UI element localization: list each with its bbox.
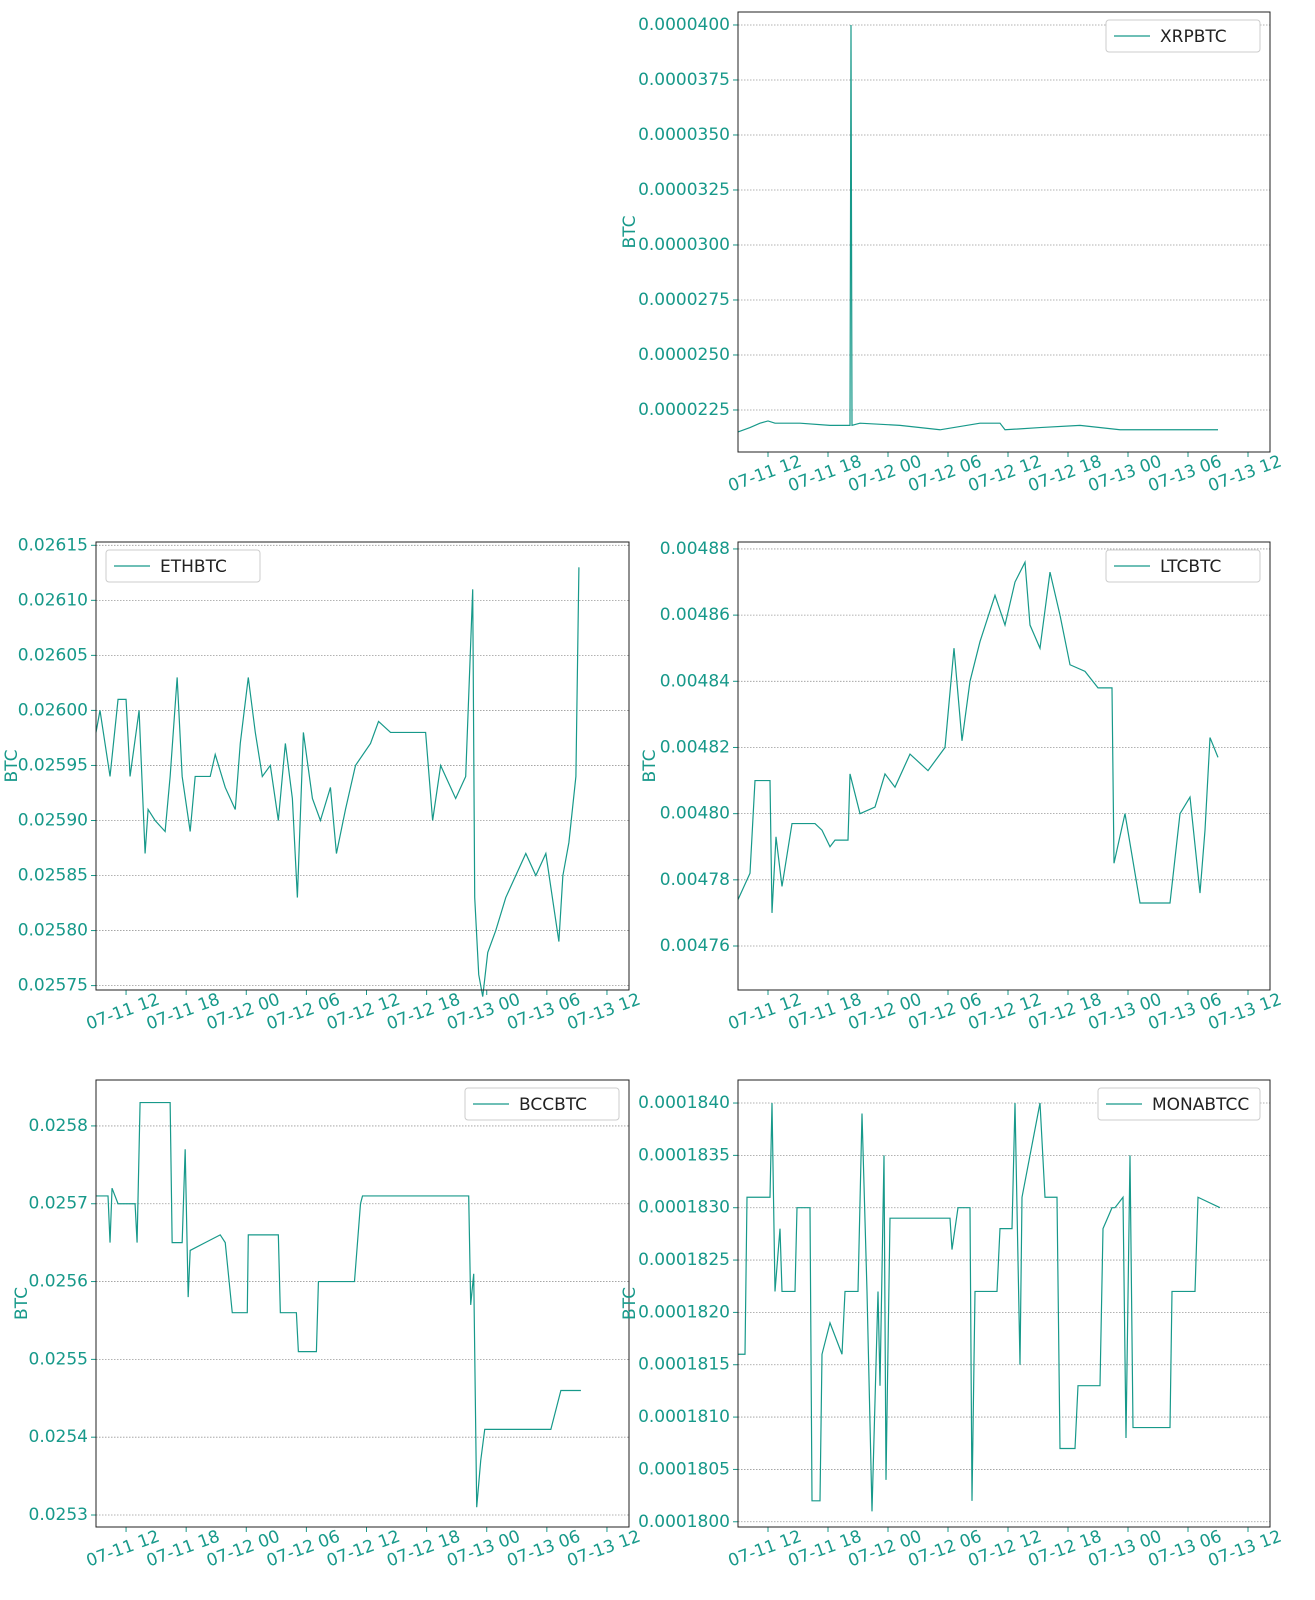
y-tick-label: 0.02585: [18, 866, 88, 886]
axes-frame: [737, 541, 1271, 991]
y-tick-label: 0.0000350: [638, 125, 730, 145]
legend-label: BCCBTC: [519, 1095, 587, 1115]
y-tick-label: 0.0000325: [638, 180, 730, 200]
y-tick-label: 0.0001830: [638, 1198, 730, 1218]
axes-frame: [737, 11, 1271, 453]
y-tick-label: 0.0001840: [638, 1093, 730, 1113]
y-tick-label: 0.0001800: [638, 1512, 730, 1532]
data-line: [96, 1101, 581, 1508]
y-tick-label: 0.0001820: [638, 1302, 730, 1322]
y-tick-label: 0.0255: [29, 1349, 88, 1369]
legend-label: LTCBTC: [1160, 557, 1221, 577]
y-tick-label: 0.0258: [29, 1116, 88, 1136]
legend-box: [1105, 19, 1261, 53]
data-line: [738, 1102, 1221, 1512]
y-axis-title: BTC: [640, 750, 660, 783]
y-tick-label: 0.00486: [660, 605, 730, 625]
legend-label: ETHBTC: [160, 557, 227, 577]
y-tick-label: 0.00478: [660, 870, 730, 890]
y-tick-label: 0.02605: [18, 645, 88, 665]
y-tick-label: 0.0001835: [638, 1145, 730, 1165]
data-line: [95, 567, 580, 997]
y-tick-label: 0.00484: [660, 671, 730, 691]
y-tick-label: 0.00480: [660, 804, 730, 824]
y-tick-label: 0.0001805: [638, 1459, 730, 1479]
legend-box: [1097, 1087, 1261, 1121]
y-tick-label: 0.0000400: [638, 15, 730, 35]
y-tick-label: 0.00488: [660, 539, 730, 559]
legend-label: XRPBTC: [1160, 27, 1227, 47]
y-tick-label: 0.02615: [18, 535, 88, 555]
y-tick-label: 0.0001810: [638, 1407, 730, 1427]
y-axis-title: BTC: [2, 750, 22, 783]
y-tick-label: 0.0256: [29, 1272, 88, 1292]
y-tick-label: 0.0000225: [638, 400, 730, 420]
y-tick-label: 0.0000300: [638, 235, 730, 255]
y-tick-label: 0.0254: [29, 1427, 88, 1447]
y-tick-label: 0.0001825: [638, 1250, 730, 1270]
axes-frame: [95, 541, 630, 991]
axes-frame: [95, 1079, 630, 1528]
axes-frame: [737, 1079, 1271, 1528]
y-axis-title: BTC: [12, 1287, 32, 1320]
y-tick-label: 0.0000250: [638, 345, 730, 365]
y-tick-label: 0.02590: [18, 810, 88, 830]
y-tick-label: 0.0000275: [638, 290, 730, 310]
y-axis-title: BTC: [620, 216, 640, 249]
y-tick-label: 0.02575: [18, 976, 88, 996]
data-line: [737, 559, 1219, 913]
y-tick-label: 0.02610: [18, 590, 88, 610]
y-tick-label: 0.02600: [18, 700, 88, 720]
y-tick-label: 0.00476: [660, 936, 730, 956]
y-tick-label: 0.0000375: [638, 70, 730, 90]
y-axis-title: BTC: [620, 1287, 640, 1320]
legend-box: [1105, 549, 1261, 583]
y-tick-label: 0.00482: [660, 737, 730, 757]
data-line: [737, 24, 1218, 433]
y-tick-label: 0.02580: [18, 921, 88, 941]
legend-box: [464, 1087, 620, 1121]
y-tick-label: 0.0253: [29, 1505, 88, 1525]
legend-box: [105, 549, 261, 583]
legend-label: MONABTCC: [1152, 1095, 1249, 1115]
y-tick-label: 0.0257: [29, 1194, 88, 1214]
y-tick-label: 0.02595: [18, 755, 88, 775]
y-tick-label: 0.0001815: [638, 1355, 730, 1375]
